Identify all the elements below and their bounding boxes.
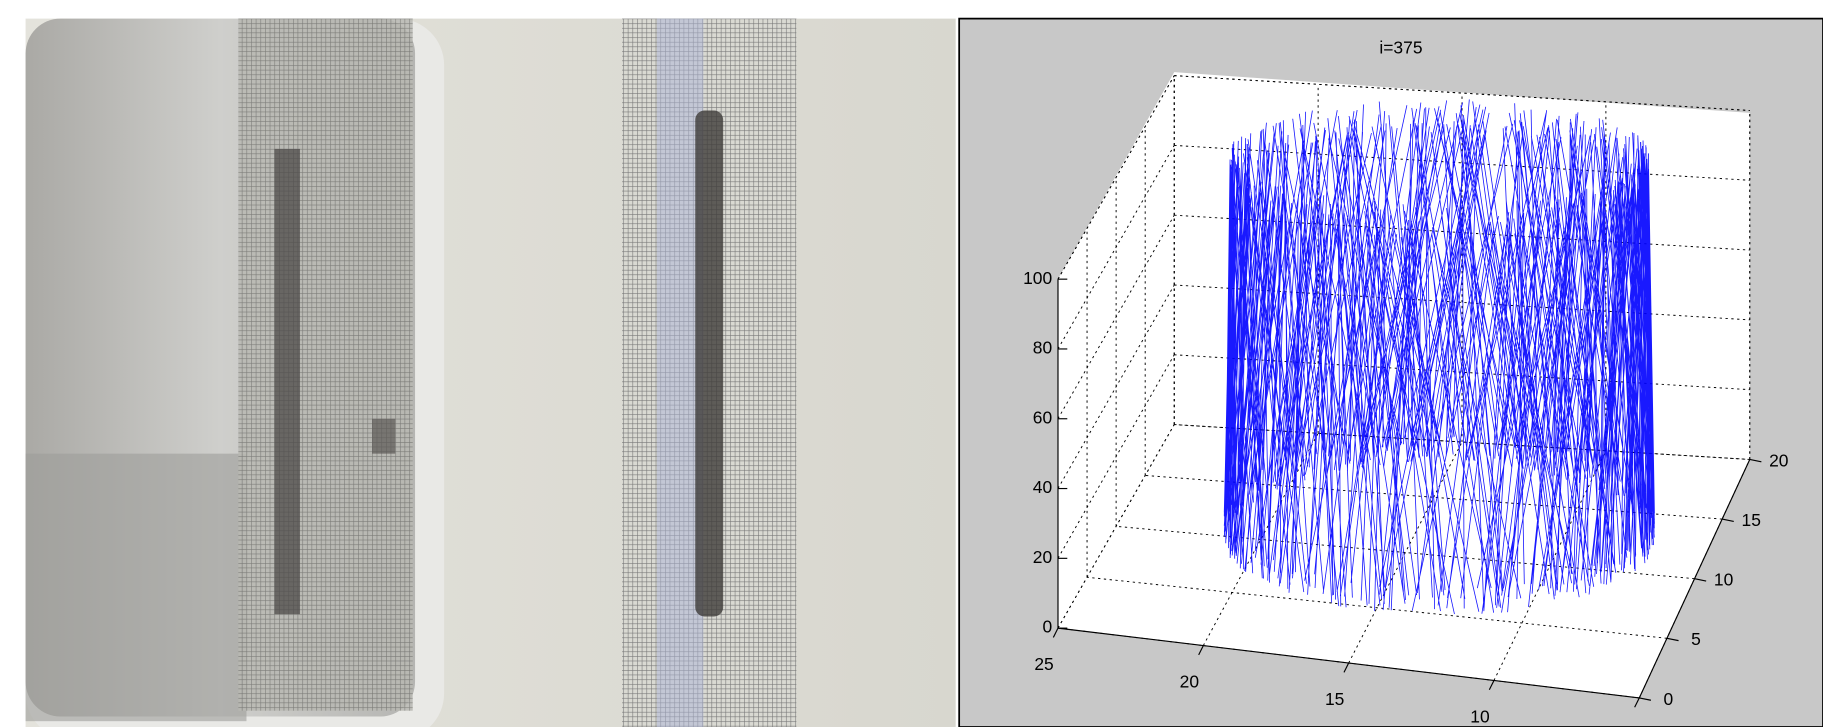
z-tick-label: 100 (1023, 268, 1052, 288)
y-tick-label: 10 (1714, 570, 1734, 590)
x-tick-label: 25 (1034, 654, 1053, 674)
axes: 0 20 40 60 80 100 25 20 15 10 5 0 5 10 15 20 (1023, 268, 1789, 727)
x-tick (1052, 627, 1059, 638)
mesh-lines (1223, 99, 1655, 615)
grid-line (1493, 450, 1607, 681)
z-tick-label: 0 (1042, 617, 1052, 637)
z-tick-label: 40 (1033, 477, 1053, 497)
y-tick (1639, 697, 1652, 701)
grid-line (1116, 525, 1695, 580)
y-tick (1722, 518, 1734, 522)
y-tick (1666, 637, 1679, 642)
water (25, 453, 247, 722)
grid-line (1348, 441, 1463, 664)
x-tick (1488, 680, 1495, 691)
plot-title: i=375 (1379, 37, 1422, 57)
x-tick (1198, 645, 1204, 656)
axis-line (1638, 459, 1751, 699)
x-tick-label: 20 (1180, 671, 1200, 691)
y-tick-label: 20 (1769, 450, 1789, 470)
left-spot (372, 418, 396, 454)
z-tick-label: 20 (1033, 547, 1053, 567)
grid-line (1057, 424, 1175, 629)
y-tick-label: 15 (1742, 510, 1761, 530)
y-tick (1749, 458, 1762, 463)
grid-line (1087, 576, 1667, 639)
z-tick-label: 60 (1033, 407, 1053, 427)
photo-panel (25, 18, 956, 727)
box-edge (1057, 75, 1175, 280)
axis-line (1057, 627, 1640, 699)
surface-mesh (1223, 99, 1655, 615)
left-mesh (238, 18, 413, 711)
z-tick-label: 80 (1033, 338, 1053, 358)
y-tick-label: 5 (1691, 629, 1701, 649)
x-tick-label: 15 (1325, 689, 1344, 709)
x-tick (1343, 662, 1350, 673)
y-tick (1694, 578, 1707, 582)
x-tick (1634, 697, 1640, 708)
y-tick-label: 0 (1664, 689, 1674, 709)
left-rod (274, 148, 300, 615)
x-tick-label: 10 (1470, 706, 1490, 726)
middle-rod (695, 110, 724, 617)
x-tick-label: 5 (1621, 724, 1631, 727)
